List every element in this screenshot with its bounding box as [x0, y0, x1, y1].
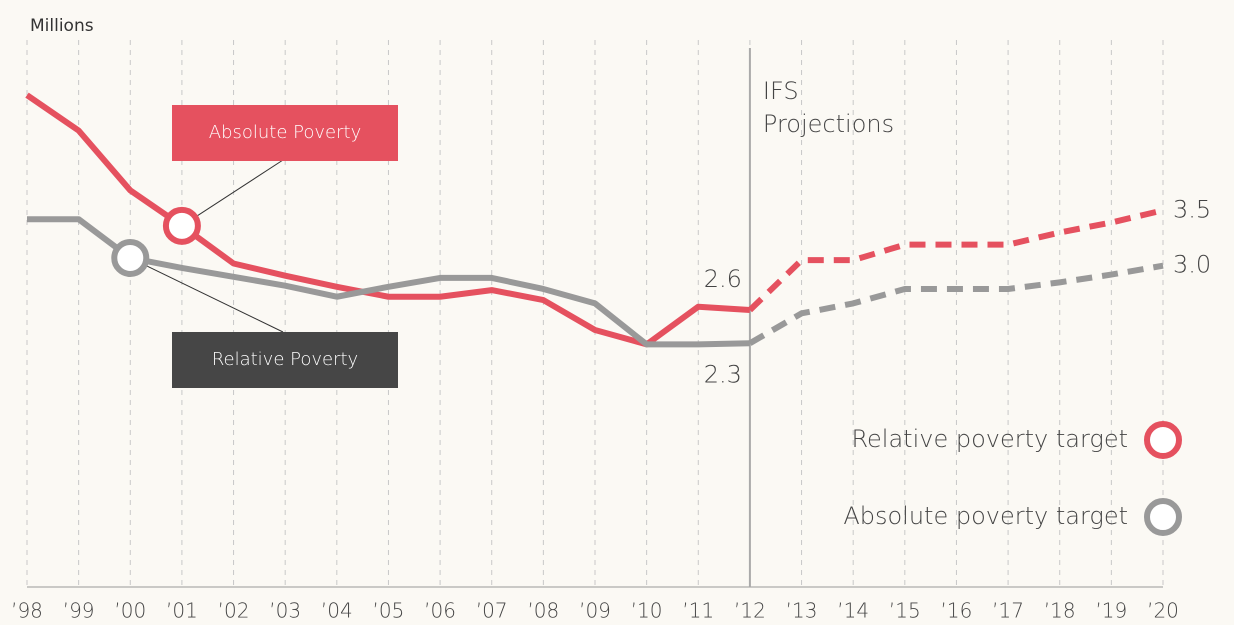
legend-marker [1144, 498, 1182, 536]
callout-label: Absolute Poverty [209, 122, 361, 143]
line-actual [25, 92, 751, 348]
callout-marker [111, 238, 150, 277]
x-tick-label: ’10 [631, 599, 663, 623]
x-tick-label: ’13 [786, 599, 818, 623]
x-tick-label: ’14 [837, 599, 869, 623]
line-projection [748, 262, 1164, 346]
x-tick-label: ’07 [476, 599, 508, 623]
x-tick-label: ’04 [321, 599, 353, 623]
value-label: 3.5 [1173, 195, 1211, 223]
x-tick-label: ’01 [166, 599, 198, 623]
value-label: 2.3 [704, 360, 742, 388]
callout-box [172, 105, 398, 161]
projection-label: IFS [763, 77, 799, 105]
callout-marker [162, 206, 201, 245]
x-tick-label: ’02 [218, 599, 250, 623]
x-tick-label: ’09 [579, 599, 611, 623]
x-tick-label: ’99 [63, 599, 95, 623]
callout-box [172, 332, 398, 388]
legend-marker [1144, 421, 1182, 459]
value-label: 2.6 [704, 265, 742, 293]
x-tick-label: ’11 [682, 599, 714, 623]
x-tick-label: ’19 [1095, 599, 1127, 623]
callout-leader [130, 257, 284, 333]
x-tick-label: ’06 [424, 599, 456, 623]
x-tick-label: ’17 [992, 599, 1024, 623]
legend-label: Absolute poverty target [843, 502, 1128, 530]
callout-leader [181, 159, 284, 227]
x-tick-label: ’03 [269, 599, 301, 623]
x-tick-label: ’12 [734, 599, 766, 623]
projection-label: Projections [763, 110, 894, 138]
x-tick-label: ’16 [941, 599, 973, 623]
x-tick-label: ’20 [1147, 599, 1179, 623]
x-tick-label: ’98 [11, 599, 43, 623]
x-tick-label: ’18 [1044, 599, 1076, 623]
y-axis-label: Millions [30, 16, 94, 36]
legend-label: Relative poverty target [851, 425, 1128, 453]
x-tick-label: ’00 [114, 599, 146, 623]
line-projection [747, 207, 1164, 313]
x-tick-label: ’08 [527, 599, 559, 623]
value-label: 3.0 [1173, 251, 1211, 279]
x-tick-label: ’15 [889, 599, 921, 623]
callout-label: Relative Poverty [212, 349, 358, 370]
x-tick-label: ’05 [373, 599, 405, 623]
